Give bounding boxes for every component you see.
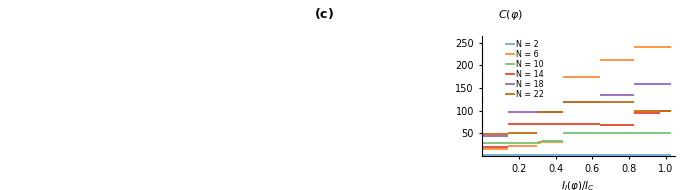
Text: $\mathbf{(c)}$: $\mathbf{(c)}$: [314, 6, 334, 21]
Legend: N = 2, N = 6, N = 10, N = 14, N = 18, N = 22: N = 2, N = 6, N = 10, N = 14, N = 18, N …: [506, 40, 544, 99]
Text: $C(\varphi)$: $C(\varphi)$: [497, 8, 523, 22]
X-axis label: $I_J(\varphi)/I_C$: $I_J(\varphi)/I_C$: [562, 180, 595, 190]
